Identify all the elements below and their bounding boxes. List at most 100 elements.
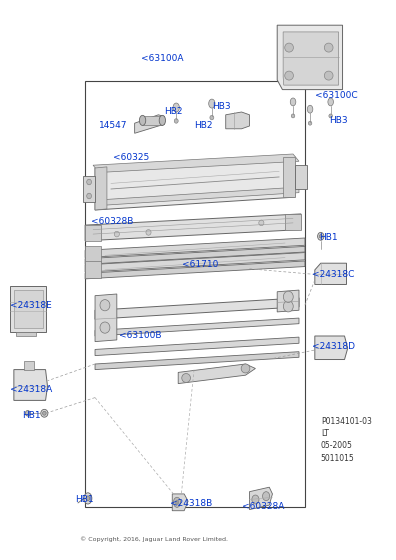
Polygon shape (85, 261, 101, 278)
Polygon shape (85, 214, 301, 241)
Polygon shape (83, 176, 95, 202)
Ellipse shape (259, 220, 264, 226)
Ellipse shape (114, 231, 120, 237)
Polygon shape (95, 167, 107, 210)
Polygon shape (95, 298, 299, 319)
Ellipse shape (86, 496, 90, 501)
Ellipse shape (100, 322, 110, 333)
Polygon shape (172, 494, 188, 511)
Polygon shape (315, 263, 346, 284)
Polygon shape (85, 238, 305, 258)
Text: HB3: HB3 (212, 102, 230, 111)
Ellipse shape (173, 103, 179, 112)
Ellipse shape (41, 409, 48, 417)
Ellipse shape (307, 105, 313, 113)
Ellipse shape (43, 411, 46, 416)
Polygon shape (10, 286, 46, 332)
Text: HB1: HB1 (22, 411, 40, 420)
Polygon shape (95, 294, 117, 342)
Ellipse shape (159, 115, 166, 125)
Polygon shape (285, 214, 301, 230)
Text: HB1: HB1 (319, 234, 337, 242)
Ellipse shape (241, 364, 250, 373)
Polygon shape (85, 246, 305, 264)
Text: <61710: <61710 (182, 260, 219, 269)
Ellipse shape (139, 115, 146, 125)
Polygon shape (135, 115, 164, 133)
Polygon shape (95, 157, 295, 210)
Ellipse shape (285, 71, 293, 80)
Ellipse shape (290, 98, 296, 106)
Text: HB1: HB1 (75, 495, 94, 504)
Polygon shape (277, 25, 343, 90)
Ellipse shape (182, 374, 190, 382)
Text: 05-2005: 05-2005 (321, 441, 352, 450)
Polygon shape (95, 352, 299, 370)
Ellipse shape (84, 493, 92, 504)
Text: <60328A: <60328A (242, 502, 284, 511)
Ellipse shape (175, 500, 179, 505)
Polygon shape (85, 261, 305, 279)
Text: HB2: HB2 (164, 108, 183, 116)
Ellipse shape (87, 193, 91, 199)
Ellipse shape (284, 291, 293, 302)
Polygon shape (85, 246, 101, 263)
Text: © Copyright, 2016, Jaguar Land Rover Limited.: © Copyright, 2016, Jaguar Land Rover Lim… (80, 536, 228, 542)
Text: <63100C: <63100C (315, 91, 358, 100)
Polygon shape (283, 32, 339, 85)
Text: <63100B: <63100B (119, 332, 161, 340)
Ellipse shape (308, 122, 312, 125)
Ellipse shape (87, 179, 91, 185)
Text: <24318D: <24318D (312, 342, 355, 351)
Text: LT: LT (321, 429, 329, 438)
Polygon shape (16, 332, 36, 336)
Ellipse shape (284, 301, 293, 312)
Ellipse shape (25, 410, 30, 416)
Ellipse shape (328, 98, 333, 106)
Polygon shape (85, 253, 305, 272)
Ellipse shape (324, 71, 333, 80)
Polygon shape (14, 370, 48, 400)
Polygon shape (95, 318, 299, 336)
Polygon shape (14, 290, 43, 328)
Polygon shape (24, 361, 34, 370)
Ellipse shape (263, 492, 270, 501)
Polygon shape (178, 364, 255, 384)
Ellipse shape (209, 99, 215, 108)
Ellipse shape (174, 119, 178, 123)
Text: 14547: 14547 (99, 122, 128, 130)
Ellipse shape (100, 300, 110, 311)
Text: <24318C: <24318C (312, 270, 354, 279)
Ellipse shape (324, 43, 333, 52)
Bar (85, 81, 305, 507)
Ellipse shape (173, 497, 181, 507)
Polygon shape (143, 116, 162, 125)
Ellipse shape (285, 43, 293, 52)
Text: <63100A: <63100A (141, 54, 183, 63)
Polygon shape (93, 154, 299, 172)
Ellipse shape (319, 235, 322, 238)
Text: P0134101-03: P0134101-03 (321, 417, 371, 426)
Text: <24318E: <24318E (10, 301, 51, 310)
Ellipse shape (146, 230, 151, 235)
Polygon shape (249, 487, 272, 510)
Polygon shape (85, 225, 101, 241)
Text: 5011015: 5011015 (321, 454, 354, 463)
Ellipse shape (252, 495, 259, 504)
Polygon shape (95, 337, 299, 356)
Polygon shape (283, 157, 295, 197)
Text: HB3: HB3 (329, 116, 347, 125)
Ellipse shape (210, 115, 214, 120)
Text: <60328B: <60328B (91, 217, 133, 226)
Polygon shape (277, 290, 299, 312)
Ellipse shape (291, 114, 295, 118)
Polygon shape (99, 187, 299, 206)
Ellipse shape (318, 232, 324, 240)
Polygon shape (226, 112, 249, 129)
Polygon shape (295, 165, 307, 189)
Text: <24318B: <24318B (170, 500, 213, 508)
Text: <24318A: <24318A (10, 385, 52, 394)
Polygon shape (315, 336, 348, 360)
Text: <60325: <60325 (113, 153, 149, 162)
Ellipse shape (329, 114, 333, 118)
